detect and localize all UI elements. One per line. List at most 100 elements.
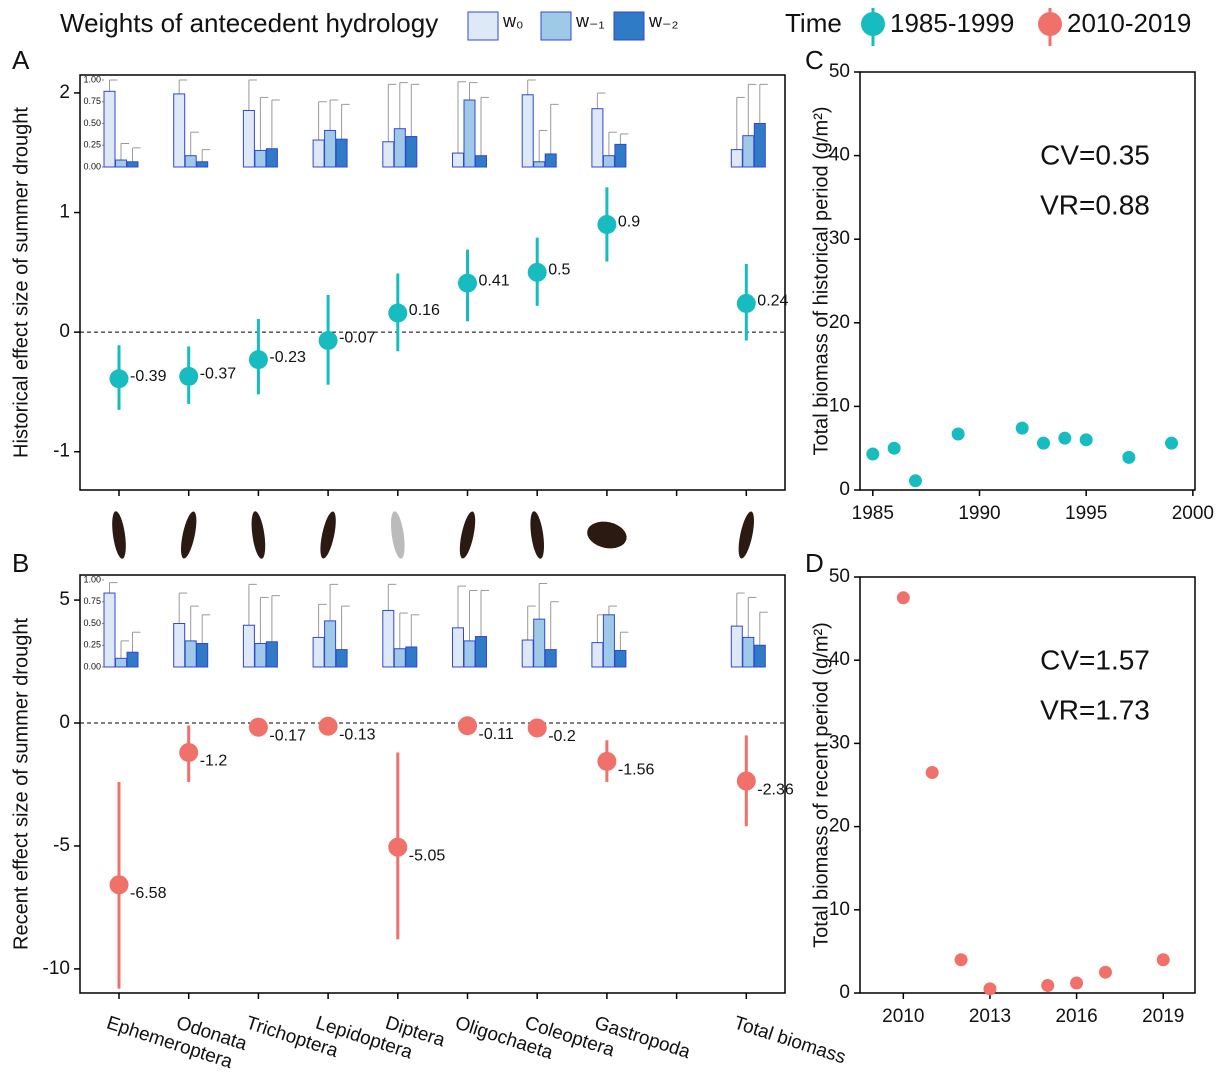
y-tick-label: 2 bbox=[59, 82, 70, 103]
x-tick-label: Total biomass bbox=[731, 1013, 848, 1069]
scatter-point bbox=[1058, 431, 1072, 445]
x-tick-label: 1995 bbox=[1065, 503, 1107, 524]
inset-bar bbox=[382, 141, 395, 168]
panel-letter: B bbox=[12, 548, 29, 578]
effect-point bbox=[388, 837, 408, 857]
inset-bar bbox=[730, 149, 743, 168]
plot-frame bbox=[79, 74, 786, 491]
inset-bar bbox=[254, 643, 267, 668]
inset-bar bbox=[196, 643, 209, 668]
inset-bar bbox=[463, 99, 476, 168]
effect-point bbox=[736, 771, 756, 791]
effect-point bbox=[527, 718, 547, 738]
value-label: 0.5 bbox=[548, 262, 570, 279]
effect-point bbox=[318, 716, 338, 736]
inset-tick-label: 0.25 bbox=[83, 640, 101, 650]
scatter-point bbox=[951, 427, 965, 441]
y-tick-label: 0 bbox=[839, 982, 850, 1003]
taxon-icon bbox=[320, 511, 336, 559]
inset-bar bbox=[196, 161, 209, 168]
legend-title: Time bbox=[785, 8, 842, 38]
value-label: -0.11 bbox=[479, 726, 514, 743]
legend-swatch bbox=[540, 11, 572, 41]
y-axis-label: Historical effect size of summer drought bbox=[10, 107, 32, 458]
inset-bar bbox=[103, 592, 116, 668]
scatter-point bbox=[866, 447, 880, 461]
effect-point bbox=[318, 331, 338, 351]
y-tick-label: 20 bbox=[829, 816, 850, 837]
inset-bar bbox=[742, 135, 755, 168]
legend-swatch bbox=[467, 11, 499, 41]
scatter-point bbox=[1156, 953, 1170, 967]
y-tick-label: -10 bbox=[43, 958, 70, 979]
value-label: -0.23 bbox=[269, 349, 306, 366]
inset-bar bbox=[335, 649, 348, 668]
x-tick-label: 1985 bbox=[852, 503, 894, 524]
y-tick-label: 10 bbox=[829, 899, 850, 920]
scatter-point bbox=[1041, 979, 1055, 993]
inset-bar bbox=[265, 148, 278, 168]
taxon-icon bbox=[587, 521, 627, 549]
y-tick-label: 50 bbox=[829, 61, 850, 82]
inset-bar bbox=[265, 641, 278, 668]
y-tick-label: 30 bbox=[829, 732, 850, 753]
x-tick-label: 2019 bbox=[1142, 1006, 1184, 1027]
legend-label: w₋₁ bbox=[575, 11, 605, 31]
taxon-icon bbox=[251, 511, 266, 559]
y-tick-label: 1 bbox=[59, 202, 70, 223]
effect-point bbox=[179, 743, 199, 763]
inset-bar bbox=[312, 139, 325, 168]
inset-bar bbox=[544, 649, 557, 668]
panel-letter: C bbox=[805, 45, 824, 75]
effect-point bbox=[597, 214, 617, 234]
inset-bar bbox=[173, 623, 186, 668]
x-tick-label: 1990 bbox=[958, 503, 1000, 524]
inset-bar bbox=[184, 155, 197, 168]
panel-letter: D bbox=[805, 548, 824, 578]
inset-bar bbox=[382, 609, 395, 668]
plot-frame bbox=[859, 71, 1196, 491]
taxon-icon bbox=[738, 511, 755, 559]
inset-bar bbox=[463, 640, 476, 668]
inset-bar bbox=[254, 149, 267, 168]
inset-bar bbox=[393, 648, 406, 668]
effect-point bbox=[597, 751, 617, 771]
taxon-icon bbox=[390, 511, 405, 559]
inset-tick-label: 0.00 bbox=[83, 661, 101, 671]
effect-point bbox=[109, 369, 129, 389]
scatter-point bbox=[1079, 433, 1093, 447]
inset-bar bbox=[324, 620, 337, 668]
value-label: 0.16 bbox=[409, 302, 440, 319]
inset-bar bbox=[115, 657, 127, 668]
panel-letter: A bbox=[12, 45, 30, 75]
y-tick-label: -5 bbox=[53, 835, 70, 856]
taxon-icon bbox=[459, 511, 476, 559]
inset-bar bbox=[521, 639, 534, 668]
y-tick-label: 0 bbox=[59, 712, 70, 733]
scatter-point bbox=[1070, 976, 1084, 990]
inset-bar bbox=[405, 646, 418, 668]
y-tick-label: 20 bbox=[829, 312, 850, 333]
inset-bar bbox=[452, 152, 464, 168]
value-label: -6.58 bbox=[130, 885, 167, 902]
effect-point bbox=[458, 716, 477, 736]
annotation: VR=0.88 bbox=[1040, 189, 1150, 220]
scatter-point bbox=[1165, 436, 1179, 450]
plot-frame bbox=[79, 574, 786, 994]
inset-bar bbox=[184, 640, 197, 668]
inset-bar bbox=[242, 109, 255, 168]
legend-marker bbox=[861, 12, 885, 36]
x-tick-label: 2016 bbox=[1055, 1006, 1097, 1027]
legend-label: 2010-2019 bbox=[1067, 8, 1191, 38]
taxon-icon bbox=[112, 511, 126, 559]
effect-point bbox=[527, 262, 547, 282]
x-tick-label: 2010 bbox=[882, 1006, 924, 1027]
legend-label: w₋₂ bbox=[648, 11, 679, 31]
value-label: -0.07 bbox=[339, 330, 376, 347]
inset-bar bbox=[591, 108, 604, 168]
inset-bar bbox=[602, 614, 615, 668]
value-label: 0.41 bbox=[479, 272, 510, 289]
scatter-point bbox=[1122, 450, 1136, 464]
annotation: VR=1.73 bbox=[1040, 694, 1150, 725]
